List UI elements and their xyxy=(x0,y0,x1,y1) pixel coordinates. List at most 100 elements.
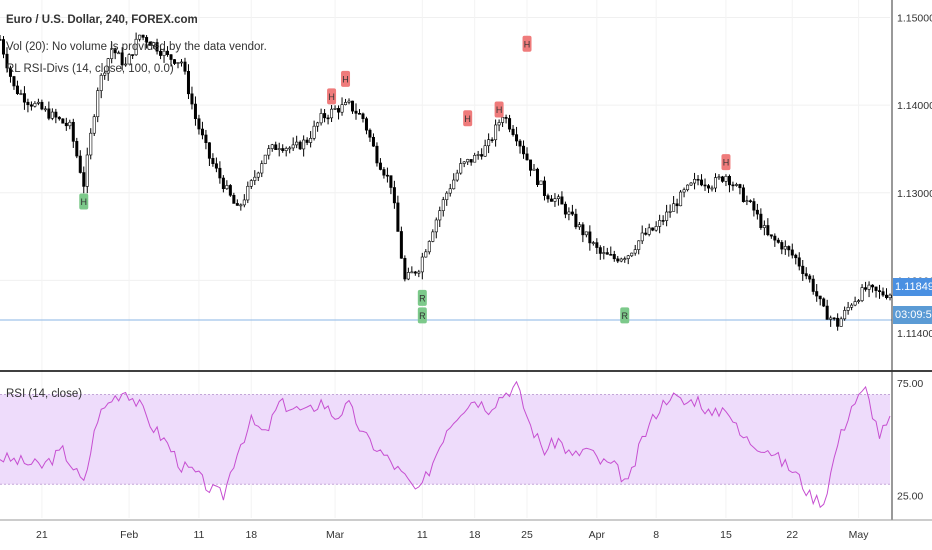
candle-body xyxy=(124,63,128,66)
candle-body xyxy=(176,61,180,64)
candle-body xyxy=(371,136,375,147)
candle-body xyxy=(644,232,648,235)
time-tick-label: 11 xyxy=(417,529,428,541)
candle-body xyxy=(672,203,676,212)
candle-body xyxy=(647,227,651,235)
candle-body xyxy=(173,59,177,64)
candle-body xyxy=(64,122,68,127)
candle-body xyxy=(515,134,519,142)
candle-body xyxy=(99,74,103,91)
candle-body xyxy=(309,137,313,143)
candle-body xyxy=(574,213,578,228)
candle-body xyxy=(693,178,697,184)
marker-label: R xyxy=(621,311,628,321)
candle-body xyxy=(316,122,320,127)
candle-body xyxy=(888,294,892,299)
candle-body xyxy=(787,246,791,251)
symbol-title[interactable]: Euro / U.S. Dollar, 240, FOREX.com xyxy=(6,14,198,26)
candle-body xyxy=(378,162,382,170)
candle-body xyxy=(274,144,278,150)
candle-body xyxy=(246,185,250,201)
candle-body xyxy=(665,211,669,221)
candle-body xyxy=(686,184,690,191)
time-axis[interactable]: 21 Feb 11 18 Mar 11 18 25 Apr 8 15 22 May xyxy=(36,529,869,541)
indicator-legend[interactable]: RL RSI-Divs (14, close, 100, 0.0) xyxy=(6,63,174,75)
candle-body xyxy=(755,209,759,215)
candle-body xyxy=(78,155,82,173)
candle-body xyxy=(155,42,159,52)
candle-body xyxy=(43,108,47,111)
candle-body xyxy=(120,52,124,66)
candle-body xyxy=(260,163,264,174)
candle-body xyxy=(239,204,243,207)
rsi-band xyxy=(0,394,890,485)
candle-body xyxy=(710,187,714,190)
candle-body xyxy=(225,185,229,190)
volume-legend[interactable]: Vol (20): No volume is provided by the d… xyxy=(6,41,267,53)
candle-body xyxy=(291,144,295,149)
candle-body xyxy=(661,220,665,222)
candle-body xyxy=(277,148,281,150)
candle-body xyxy=(473,155,477,163)
candle-body xyxy=(612,254,616,260)
candle-body xyxy=(707,185,711,189)
candle-body xyxy=(26,101,30,106)
candle-body xyxy=(713,177,717,189)
candle-body xyxy=(368,129,372,138)
candle-body xyxy=(857,300,861,302)
candle-body xyxy=(117,52,121,55)
candle-body xyxy=(403,257,407,280)
candle-body xyxy=(752,201,756,211)
candle-body xyxy=(448,188,452,194)
candle-body xyxy=(134,38,138,56)
bear-divergence-marker xyxy=(522,35,532,52)
candle-body xyxy=(567,211,571,215)
candle-body xyxy=(110,48,114,59)
candle-body xyxy=(476,154,480,156)
time-tick-label: Mar xyxy=(326,529,345,541)
candle-body xyxy=(249,180,253,187)
candle-body xyxy=(145,37,149,43)
candle-body xyxy=(808,275,812,280)
candle-body xyxy=(267,148,271,156)
bull-divergence-marker xyxy=(417,307,427,324)
candle-body xyxy=(529,159,533,171)
price-tick-label: 1.11400 xyxy=(897,328,932,340)
price-tick-label: 1.14000 xyxy=(897,100,932,112)
candle-body xyxy=(214,163,218,169)
time-tick-label: Apr xyxy=(589,529,606,541)
candle-body xyxy=(595,242,599,248)
candle-body xyxy=(731,184,735,187)
candle-body xyxy=(745,200,749,202)
candle-body xyxy=(504,117,508,119)
rsi-title[interactable]: RSI (14, close) xyxy=(6,388,83,400)
candle-body xyxy=(598,247,602,254)
candle-body xyxy=(843,310,847,320)
candle-body xyxy=(780,242,784,250)
rsi-line[interactable] xyxy=(0,380,891,509)
candle-body xyxy=(522,145,526,155)
candle-body xyxy=(762,225,766,228)
rsi-axis[interactable]: 75.00 25.00 xyxy=(897,378,923,502)
rsi-tick-label: 75.00 xyxy=(897,378,923,390)
candle-body xyxy=(221,177,225,190)
time-tick-label: 25 xyxy=(521,529,533,541)
candle-body xyxy=(556,196,560,199)
candle-body xyxy=(637,240,641,250)
candle-body xyxy=(385,174,389,177)
candle-body xyxy=(159,50,163,56)
candle-body xyxy=(563,203,567,215)
candle-body xyxy=(438,210,442,221)
bear-divergence-marker xyxy=(721,154,731,171)
candlestick-series[interactable] xyxy=(0,32,892,331)
candle-body xyxy=(720,176,724,182)
candle-body xyxy=(700,179,704,186)
candle-body xyxy=(822,298,826,307)
candle-body xyxy=(783,246,787,250)
candle-body xyxy=(630,252,634,257)
candle-body xyxy=(127,54,131,65)
candle-body xyxy=(483,145,487,157)
marker-label: H xyxy=(81,197,88,207)
candle-body xyxy=(553,198,557,202)
